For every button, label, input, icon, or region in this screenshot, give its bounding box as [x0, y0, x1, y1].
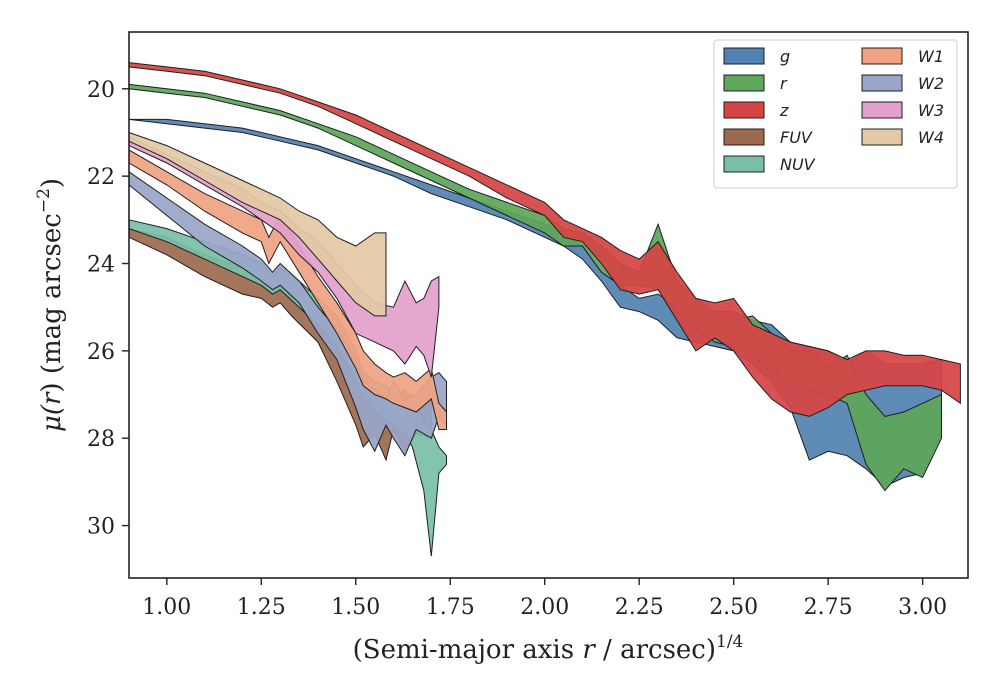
legend-swatch-W1	[861, 47, 903, 65]
legend-swatch-z	[723, 101, 765, 119]
y-tick-label: 20	[87, 78, 115, 103]
plot-frame	[128, 31, 969, 579]
legend-swatch-FUV	[723, 128, 765, 146]
legend-swatch-W4	[861, 128, 903, 146]
legend-label-FUV: FUV	[780, 128, 813, 147]
x-axis-label: (Semi-major axis r / arcsec)1/4	[353, 632, 744, 665]
y-tick-label: 26	[87, 340, 115, 365]
band-z	[128, 62, 961, 417]
x-axis-ticks: 1.00 1.25 1.50 1.75 2.00 2.25 2.50 2.75 3.00	[142, 578, 947, 620]
legend-label-g: g	[780, 47, 790, 66]
x-tick-label: 2.00	[520, 595, 569, 620]
y-tick-label: 22	[87, 165, 115, 190]
y-tick-label: 28	[87, 427, 115, 452]
x-tick-label: 3.00	[898, 595, 947, 620]
legend-label-W4: W4	[918, 128, 944, 147]
x-tick-label: 2.75	[804, 595, 853, 620]
x-tick-label: 1.50	[331, 595, 380, 620]
legend-label-r: r	[780, 74, 788, 93]
legend-label-W3: W3	[918, 101, 944, 120]
band-W4	[128, 131, 387, 317]
y-tick-label: 30	[87, 515, 115, 540]
y-axis-ticks: 20 22 24 26 28 30	[87, 78, 129, 540]
y-axis-label: μ(r) (mag arcsec−2)	[34, 178, 67, 432]
x-tick-label: 2.50	[709, 595, 758, 620]
x-tick-label: 1.00	[142, 595, 191, 620]
legend-swatch-W2	[861, 74, 903, 92]
legend-swatch-W3	[861, 101, 903, 119]
x-tick-label: 2.25	[615, 595, 664, 620]
series-bands	[128, 62, 961, 557]
legend-label-W1: W1	[918, 47, 944, 66]
x-tick-label: 1.25	[237, 595, 286, 620]
legend-swatch-g	[723, 47, 765, 65]
legend: grz FUV NUV W1 W2 W3 W4	[713, 39, 958, 189]
legend-label-z: z	[779, 101, 789, 120]
legend-label-NUV: NUV	[780, 155, 816, 174]
x-tick-label: 1.75	[426, 595, 475, 620]
y-tick-label: 24	[87, 253, 115, 278]
legend-swatch-NUV	[723, 155, 765, 173]
legend-label-W2: W2	[918, 74, 944, 93]
legend-swatch-r	[723, 74, 765, 92]
